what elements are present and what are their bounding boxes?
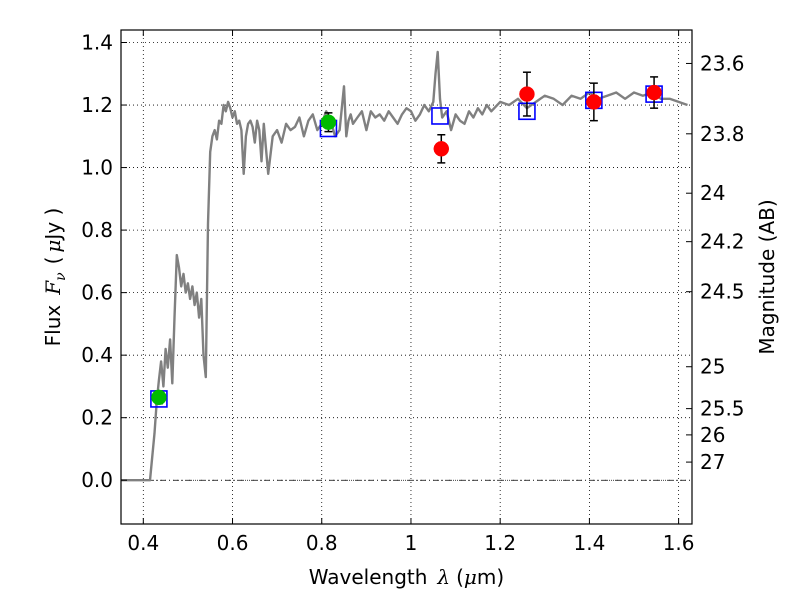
x-axis-label: Wavelength λ (μm) — [309, 565, 504, 589]
y-tick-label: 0.0 — [81, 468, 113, 492]
plot-frame — [120, 29, 693, 525]
y2-tick-label: 23.6 — [700, 51, 745, 75]
y2-tick-label: 23.8 — [700, 122, 745, 146]
y2-tick-label: 24.5 — [700, 280, 745, 304]
y2-tick-label: 25.5 — [700, 397, 745, 421]
secondary-y-axis-label: Magnitude (AB) — [755, 199, 779, 354]
model-spectrum-line — [121, 50, 688, 482]
observed-data-point — [320, 114, 337, 130]
axis-ticks — [121, 30, 692, 524]
y-tick-label: 0.4 — [81, 343, 113, 367]
model-square-marker — [431, 107, 449, 125]
x-tick-label: 1.2 — [484, 531, 516, 555]
y2-tick-label: 25 — [700, 355, 725, 379]
y2-tick-label: 26 — [700, 423, 725, 447]
x-tick-label: 0.6 — [217, 531, 249, 555]
y2-tick-label: 24.2 — [700, 230, 745, 254]
observed-data-point — [519, 86, 535, 102]
y-tick-label: 0.2 — [81, 406, 113, 430]
x-tick-label: 1.6 — [663, 531, 695, 555]
y-axis-label: FluxFν(μJy ) — [41, 208, 69, 347]
y-tick-label: 1.2 — [81, 93, 113, 117]
observed-data-point — [646, 84, 662, 101]
y-tick-label: 1.4 — [81, 31, 113, 55]
x-tick-label: 0.4 — [127, 531, 159, 555]
y2-tick-label: 27 — [700, 450, 725, 474]
observed-data-point — [586, 94, 602, 110]
observed-data-point — [433, 141, 450, 157]
tick-labels: 0.4 0.6 0.8 1 1.2 1.4 1.6 0.0 0.2 0.4 0.6 0.8 1.0 1.2… — [81, 31, 744, 555]
y-tick-label: 0.8 — [81, 218, 113, 242]
y2-tick-label: 24 — [700, 181, 725, 205]
x-tick-label: 1.4 — [573, 531, 605, 555]
x-tick-label: 0.8 — [306, 531, 338, 555]
series-layer — [121, 50, 688, 482]
x-tick-label: 1 — [405, 531, 418, 555]
observed-data-point — [151, 389, 167, 406]
y-tick-label: 1.0 — [81, 156, 113, 180]
y-tick-label: 0.6 — [81, 281, 113, 305]
